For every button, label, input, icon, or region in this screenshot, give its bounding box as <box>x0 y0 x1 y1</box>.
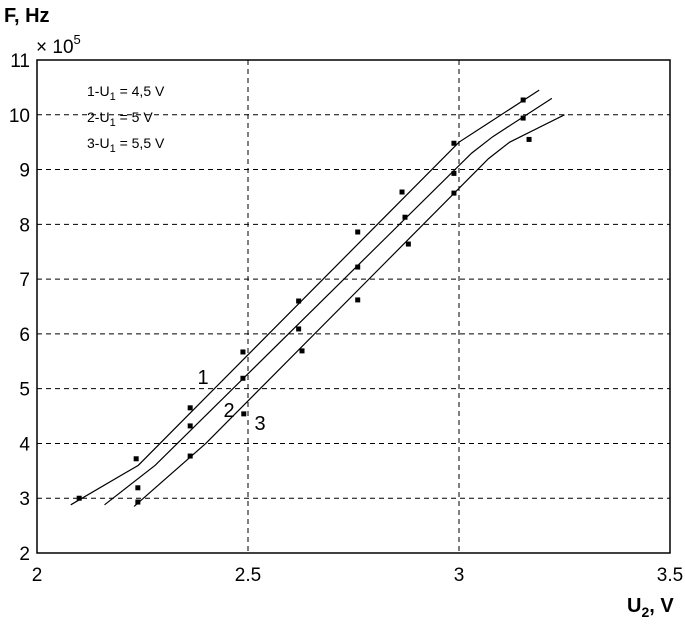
legend-entry: 3-U1 = 5,5 V <box>87 135 165 155</box>
x-title-suffix: , V <box>649 595 674 617</box>
data-point <box>187 423 193 429</box>
data-point <box>187 453 193 459</box>
y-tick-label: 2 <box>19 544 30 565</box>
curve-label: 2 <box>223 400 234 422</box>
x-tick-label: 2.5 <box>235 565 261 586</box>
legend-sub: 1 <box>110 117 116 129</box>
curve-label: 1 <box>197 367 208 389</box>
y-tick-label: 6 <box>19 325 30 346</box>
data-point <box>187 405 193 411</box>
data-point <box>451 190 457 196</box>
plot-frame <box>36 59 671 554</box>
data-point <box>355 229 361 235</box>
y-tick-label: 11 <box>10 51 30 72</box>
fit-curve <box>70 89 540 506</box>
x-title-text: U <box>627 595 641 617</box>
data-point <box>299 348 305 354</box>
data-point <box>520 115 526 121</box>
data-point <box>135 485 141 491</box>
legend-prefix: 2-U <box>87 109 110 125</box>
data-point <box>526 136 532 142</box>
data-point <box>355 297 361 303</box>
data-point <box>451 140 457 146</box>
data-point <box>296 326 302 332</box>
legend-entry: 2-U1 = 5 V <box>87 109 153 129</box>
x-title-sub: 2 <box>641 604 649 620</box>
fit-curve <box>133 114 565 507</box>
y-tick-label: 10 <box>9 106 30 127</box>
data-point <box>355 264 361 270</box>
data-point <box>241 411 247 417</box>
data-point <box>405 241 411 247</box>
x-tick-label: 3.5 <box>657 565 683 586</box>
legend-suffix: = 4,5 V <box>116 83 165 99</box>
data-point <box>133 456 139 462</box>
x-title: U2, V <box>627 595 674 620</box>
data-point <box>76 495 82 501</box>
y-tick-label: 7 <box>19 270 30 291</box>
data-point <box>451 170 457 176</box>
data-point <box>296 298 302 304</box>
legend-prefix: 3-U <box>87 135 110 151</box>
y-tick-label: 3 <box>19 489 30 510</box>
legend-suffix: = 5,5 V <box>116 135 165 151</box>
y-multiplier: × 105 <box>36 32 81 58</box>
legend-entry: 1-U1 = 4,5 V <box>87 83 165 103</box>
x-tick-label: 3 <box>454 565 465 586</box>
data-point <box>135 499 141 505</box>
legend-prefix: 1-U <box>87 83 110 99</box>
data-point <box>402 214 408 220</box>
legend-sub: 1 <box>110 143 116 155</box>
data-point <box>399 189 405 195</box>
multiplier-base: × 10 <box>36 37 74 58</box>
fit-curve <box>104 97 553 506</box>
data-point <box>520 97 526 103</box>
y-tick-label: 9 <box>19 161 30 182</box>
y-tick-label: 8 <box>19 215 30 236</box>
curve-label: 3 <box>254 413 265 435</box>
y-title: F, Hz <box>4 5 50 27</box>
legend-suffix: = 5 V <box>116 109 154 125</box>
y-tick-label: 5 <box>19 380 30 401</box>
legend-sub: 1 <box>110 91 116 103</box>
data-point <box>240 349 246 355</box>
data-point <box>240 375 246 381</box>
multiplier-exp: 5 <box>74 32 81 47</box>
x-tick-label: 2 <box>32 565 43 586</box>
y-tick-label: 4 <box>19 434 30 455</box>
